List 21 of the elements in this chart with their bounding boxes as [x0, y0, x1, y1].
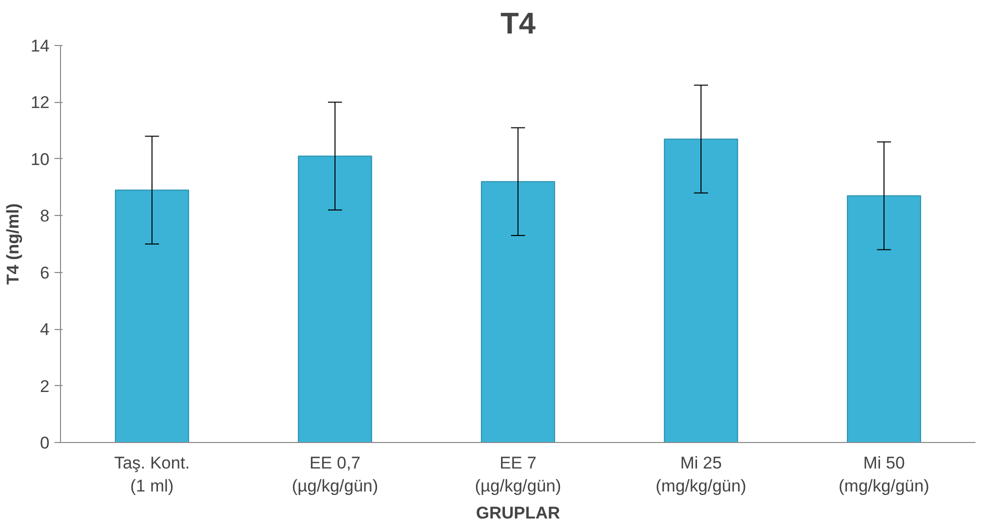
y-tick-label: 6	[40, 263, 50, 282]
x-tick-label: Taş. Kont. (1 ml)	[114, 454, 190, 496]
chart-title: T4	[500, 8, 536, 40]
x-tick-label: EE 0,7 (µg/kg/gün)	[292, 454, 378, 496]
x-tick-label: EE 7 (µg/kg/gün)	[474, 454, 562, 496]
bar	[480, 181, 556, 442]
bar	[846, 195, 922, 442]
y-axis-title: T4 (ng/ml)	[4, 203, 23, 285]
y-tick-label: 4	[40, 320, 50, 340]
y-tick-label: 2	[40, 376, 50, 396]
x-axis-title: GRUPLAR	[476, 503, 560, 522]
y-tick-label: 14	[30, 36, 50, 56]
bar	[664, 138, 738, 442]
x-tick-label: Mi 50 (mg/kg/gün)	[838, 454, 930, 496]
bar	[114, 190, 190, 442]
y-tick-label: 0	[40, 434, 50, 452]
x-tick-label: Mi 25 (mg/kg/gün)	[656, 454, 746, 496]
y-tick-label: 8	[40, 206, 50, 226]
y-tick-label: 12	[30, 93, 50, 112]
y-tick-label: 10	[30, 150, 50, 169]
bar	[298, 156, 372, 442]
